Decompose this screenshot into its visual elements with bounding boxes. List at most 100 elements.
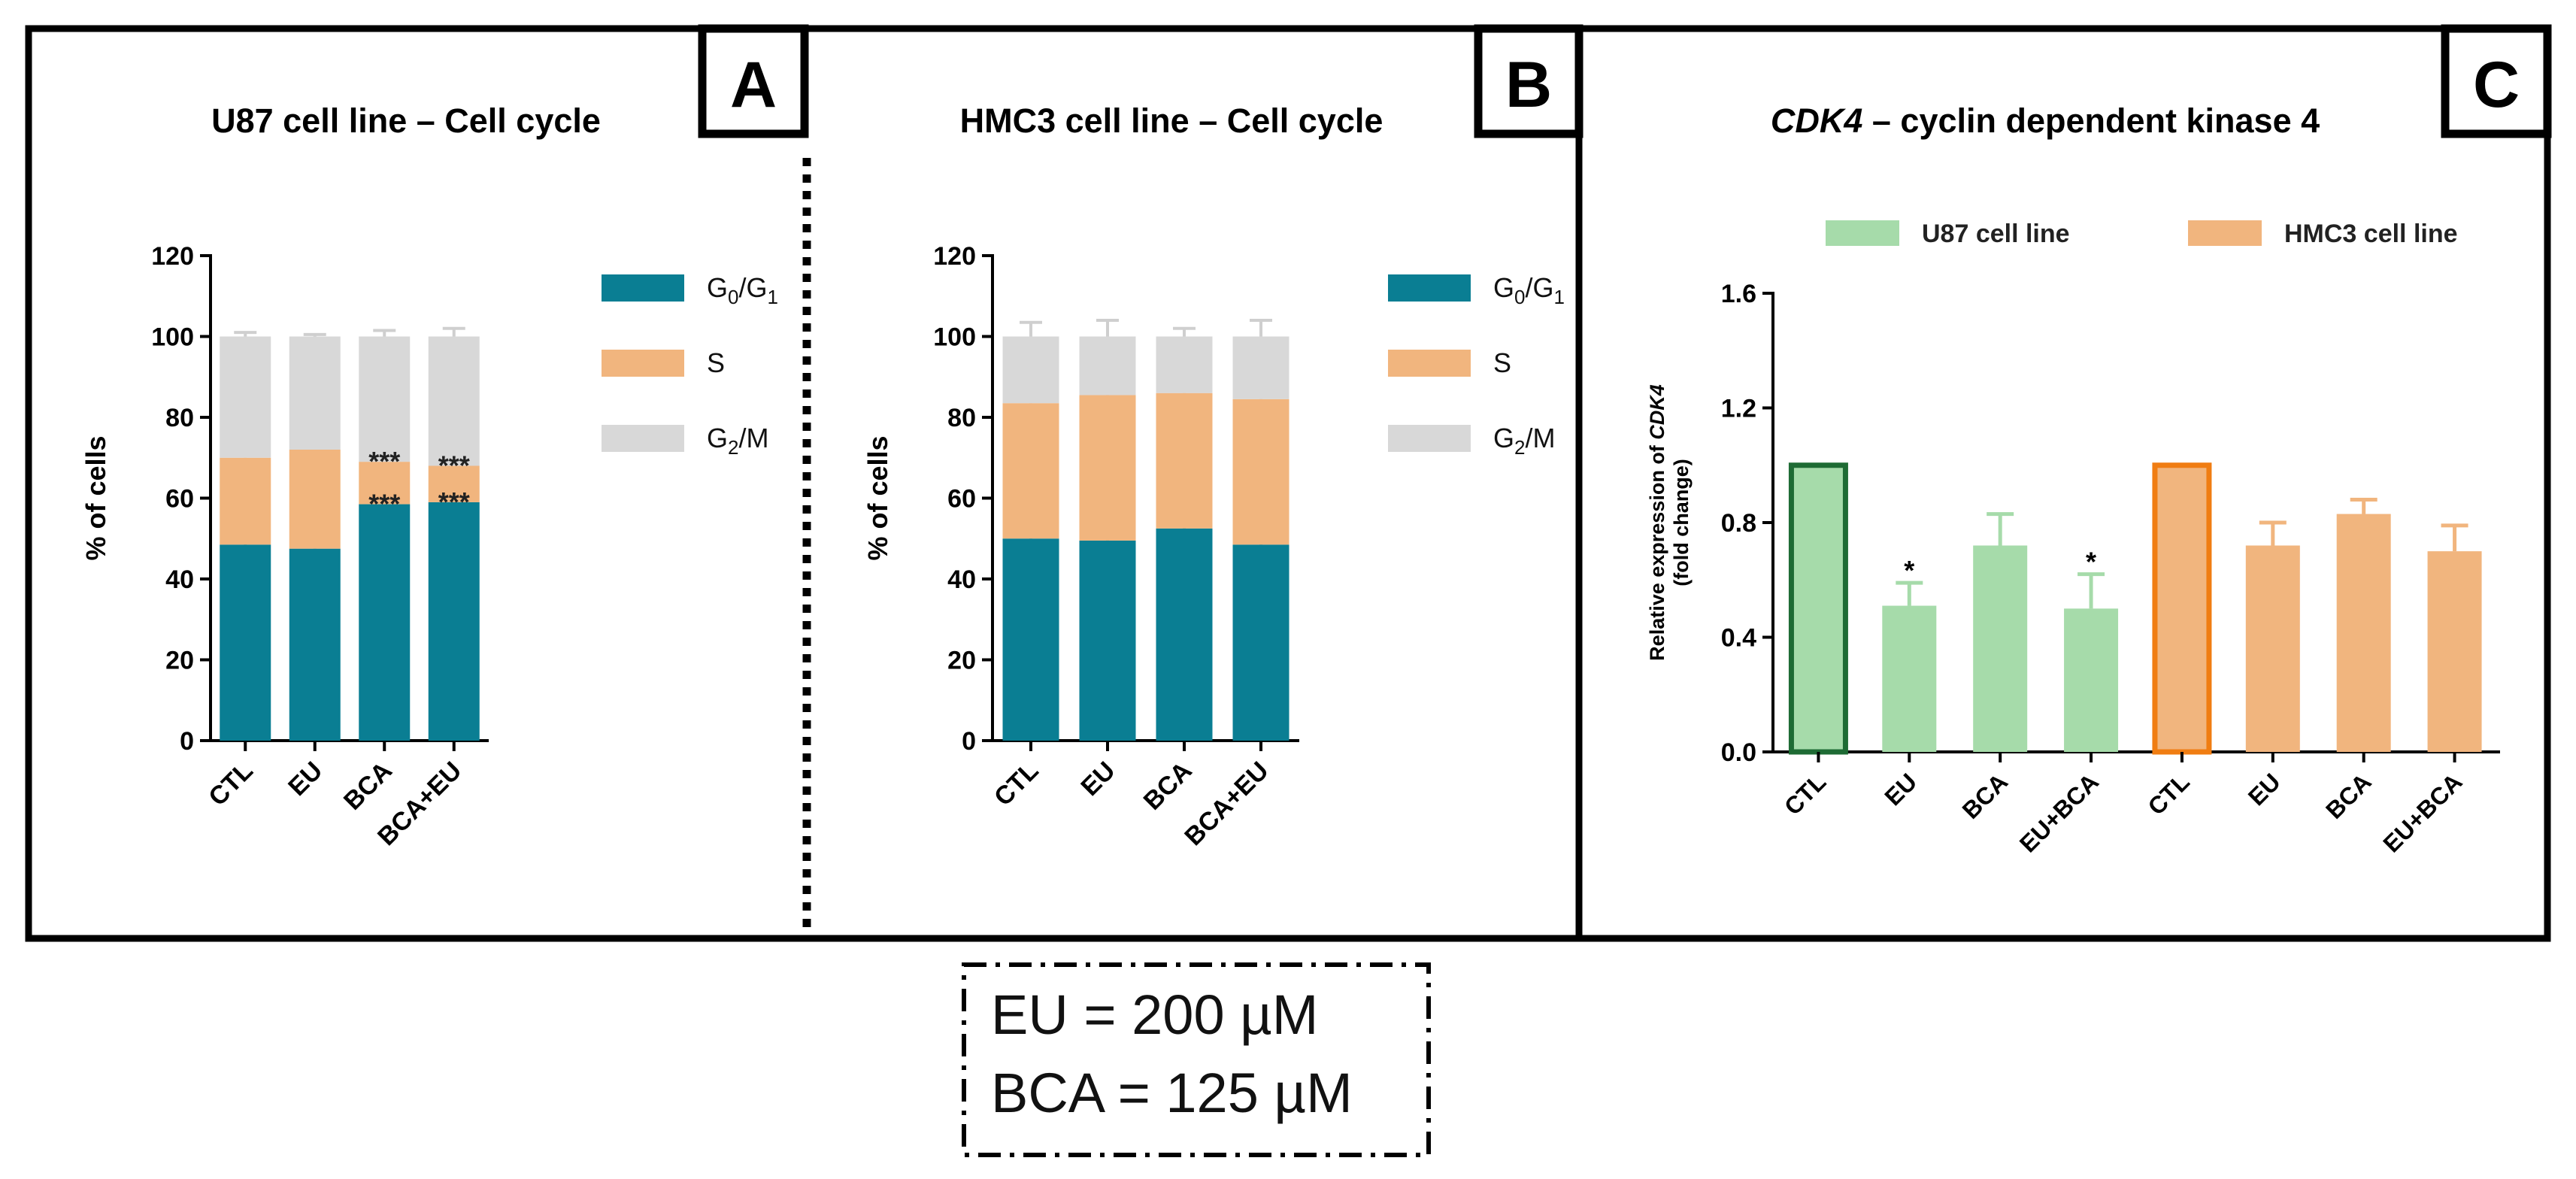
legend-swatch bbox=[602, 274, 684, 302]
y-tick-label: 0.8 bbox=[1721, 509, 1756, 538]
bar bbox=[2336, 514, 2391, 752]
legend-label: HMC3 cell line bbox=[2284, 220, 2458, 248]
bar-segment bbox=[289, 450, 341, 549]
y-tick-label: 0 bbox=[180, 727, 194, 756]
significance-marker: *** bbox=[438, 450, 470, 481]
y-tick-label: 40 bbox=[947, 565, 976, 594]
panel-a-letter: A bbox=[730, 49, 777, 121]
y-tick-label: 0 bbox=[962, 727, 976, 756]
concentration-eu: EU = 200 µM bbox=[991, 984, 1319, 1046]
significance-marker: *** bbox=[368, 489, 400, 520]
bar-segment bbox=[220, 336, 271, 458]
bar-segment bbox=[359, 504, 411, 741]
bar-segment bbox=[359, 336, 411, 462]
bar-segment bbox=[289, 548, 341, 741]
bar-segment bbox=[1002, 336, 1059, 404]
bar-segment bbox=[428, 465, 480, 502]
panel-a-title: U87 cell line – Cell cycle bbox=[211, 102, 601, 140]
legend-swatch bbox=[2188, 220, 2262, 246]
bar-segment bbox=[220, 457, 271, 545]
y-tick-label: 120 bbox=[151, 242, 194, 271]
bar bbox=[2064, 608, 2119, 752]
bar-segment bbox=[1079, 336, 1136, 396]
legend-label: G2/M bbox=[707, 423, 768, 459]
y-tick-label: 80 bbox=[165, 404, 194, 432]
bar bbox=[2245, 545, 2300, 752]
x-tick-label: BCA bbox=[2320, 768, 2376, 823]
bar-segment bbox=[1002, 403, 1059, 539]
y-tick-label: 20 bbox=[165, 647, 194, 675]
x-tick-label: EU bbox=[1075, 756, 1120, 802]
y-tick-label: 0.4 bbox=[1721, 624, 1756, 653]
x-tick-label: CTL bbox=[1779, 768, 1831, 820]
concentration-box bbox=[962, 962, 1431, 1157]
panel-b-letter: B bbox=[1505, 49, 1552, 121]
y-tick-label: 1.6 bbox=[1721, 280, 1756, 308]
y-axis-label: % of cells bbox=[80, 435, 111, 560]
y-tick-label: 120 bbox=[933, 242, 976, 271]
bar-segment bbox=[1002, 538, 1059, 741]
bar bbox=[1882, 605, 1937, 752]
chart-c: 0.0 0.4 0.8 1.2 1.6 Relative expression of CD… bbox=[1646, 220, 2500, 858]
bar-segment bbox=[1156, 528, 1213, 741]
legend-label: G2/M bbox=[1493, 423, 1555, 459]
significance-marker: *** bbox=[368, 446, 400, 477]
x-tick-label: EU+BCA bbox=[2014, 768, 2104, 857]
bar bbox=[1973, 545, 2028, 752]
legend-label: S bbox=[1493, 347, 1511, 378]
y-tick-label: 20 bbox=[947, 647, 976, 675]
x-tick-label: EU bbox=[283, 756, 328, 802]
y-tick-label: 0.0 bbox=[1721, 738, 1756, 767]
bar-segment bbox=[428, 336, 480, 466]
x-tick-label: CTL bbox=[2142, 768, 2194, 820]
y-tick-label: 40 bbox=[165, 565, 194, 594]
y-tick-label: 60 bbox=[165, 485, 194, 514]
legend-label: S bbox=[707, 347, 725, 378]
y-tick-label: 100 bbox=[151, 323, 194, 352]
y-axis-label: Relative expression of CDK4 bbox=[1646, 384, 1668, 661]
panel-a-label-box: A bbox=[698, 24, 809, 138]
legend-swatch bbox=[1388, 425, 1471, 452]
bar-segment bbox=[428, 502, 480, 741]
x-tick-label: EU+BCA bbox=[2377, 768, 2467, 857]
y-tick-label: 1.2 bbox=[1721, 395, 1756, 423]
legend-swatch bbox=[1826, 220, 1899, 246]
bar-segment bbox=[220, 544, 271, 741]
y-axis-label: % of cells bbox=[862, 435, 893, 560]
y-tick-label: 60 bbox=[947, 485, 976, 514]
legend-swatch bbox=[602, 425, 684, 452]
x-tick-label: CTL bbox=[203, 756, 259, 812]
legend-swatch bbox=[1388, 274, 1471, 302]
legend-label: G0/G1 bbox=[1493, 272, 1565, 308]
bar-segment bbox=[1079, 540, 1136, 741]
significance-marker: * bbox=[2086, 547, 2096, 577]
x-tick-label: BCA+EU bbox=[1179, 756, 1274, 851]
bar-segment bbox=[1232, 399, 1290, 545]
y-tick-label: 80 bbox=[947, 404, 976, 432]
x-tick-label: BCA bbox=[338, 756, 398, 816]
bar bbox=[1788, 462, 1848, 755]
legend-swatch bbox=[1388, 350, 1471, 377]
panel-c-title: CDK4 – cyclin dependent kinase 4 bbox=[1771, 102, 2320, 140]
legend-label: U87 cell line bbox=[1922, 220, 2070, 248]
panel-c-title-rest: – cyclin dependent kinase 4 bbox=[1862, 102, 2320, 140]
significance-marker: * bbox=[1904, 555, 1914, 586]
bar bbox=[2427, 551, 2482, 752]
legend-swatch bbox=[602, 350, 684, 377]
bar-segment bbox=[1156, 336, 1213, 393]
x-tick-label: BCA bbox=[1957, 768, 2013, 823]
panel-c-label-box: C bbox=[2441, 24, 2552, 138]
figure-frame bbox=[25, 25, 2551, 942]
y-axis-label-sub: (fold change) bbox=[1670, 459, 1693, 586]
x-tick-label: BCA bbox=[1138, 756, 1198, 816]
bar-segment bbox=[1079, 395, 1136, 541]
x-tick-label: EU bbox=[2243, 768, 2286, 811]
bar-segment bbox=[359, 462, 411, 505]
panel-c-title-gene: CDK4 bbox=[1771, 102, 1863, 140]
panel-b-title: HMC3 cell line – Cell cycle bbox=[960, 102, 1383, 140]
x-tick-label: EU bbox=[1879, 768, 1922, 811]
concentration-bca: BCA = 125 µM bbox=[991, 1062, 1353, 1124]
bar-segment bbox=[1232, 544, 1290, 741]
